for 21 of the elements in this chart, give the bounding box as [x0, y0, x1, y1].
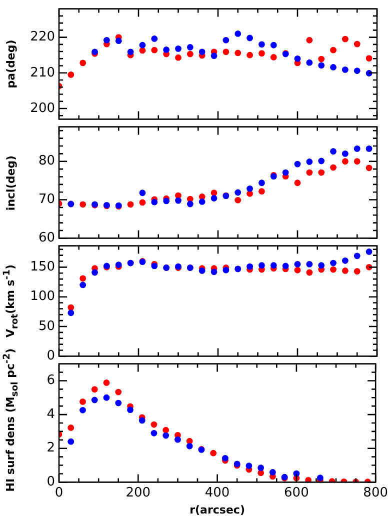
y-axis-title: incl(deg)	[4, 154, 18, 210]
x-axis-title: r(arcsec)	[190, 503, 245, 516]
y-tick-label: 80	[38, 154, 55, 169]
x-tick-label: 800	[363, 485, 388, 500]
y-tick-label: 100	[30, 289, 55, 304]
y-tick-label: 0	[46, 474, 55, 490]
y-tick-label: 200	[30, 100, 55, 116]
x-tick-label: 600	[284, 485, 309, 500]
y-tick-label: 150	[30, 260, 55, 275]
y-tick-label: 220	[30, 30, 55, 45]
y-tick-label: 6	[46, 373, 55, 388]
y-tick-label: 0	[46, 348, 55, 364]
x-tick-label: 200	[126, 485, 151, 500]
x-tick-label: 400	[204, 485, 230, 500]
y-tick-label: 2	[46, 440, 55, 456]
y-tick-label: 4	[46, 406, 55, 422]
y-tick-label: 50	[38, 318, 55, 334]
y-tick-label: 210	[30, 65, 55, 80]
y-tick-label: 60	[38, 230, 55, 246]
y-tick-label: 70	[38, 192, 55, 208]
y-axis-title: pa(deg)	[4, 40, 18, 88]
